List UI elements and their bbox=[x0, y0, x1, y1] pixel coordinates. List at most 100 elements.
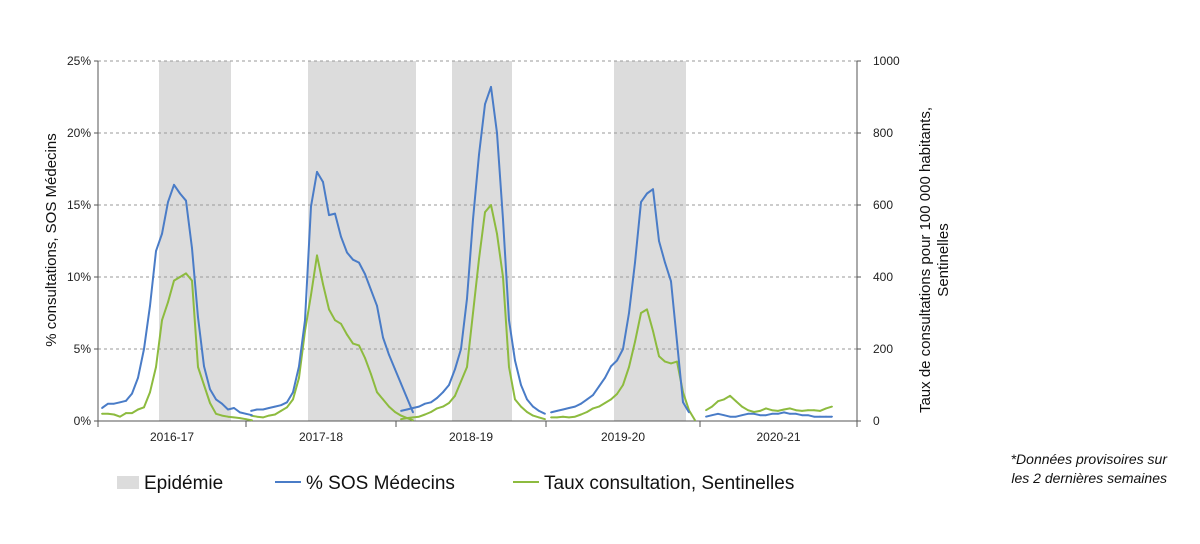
sos-point bbox=[520, 384, 522, 386]
sentinel-point bbox=[239, 417, 241, 420]
sos-point bbox=[167, 201, 169, 204]
sos-point bbox=[227, 408, 229, 411]
sentinel-point bbox=[233, 416, 235, 419]
sos-point bbox=[466, 297, 468, 300]
sentinel-point bbox=[424, 413, 426, 416]
sentinel-point bbox=[502, 276, 504, 278]
sos-point bbox=[179, 192, 181, 195]
sentinel-point bbox=[274, 413, 276, 416]
season-label-2017-18: 2017-18 bbox=[299, 430, 343, 444]
sos-point bbox=[245, 412, 247, 415]
sos-point bbox=[819, 415, 821, 418]
sentinel-point bbox=[646, 308, 648, 311]
sentinel-point bbox=[616, 393, 618, 395]
season-label-2019-20: 2019-20 bbox=[601, 430, 645, 444]
sentinel-point bbox=[173, 279, 175, 282]
sentinel-point bbox=[286, 406, 288, 409]
sentinel-point bbox=[568, 416, 570, 419]
sentinel-point bbox=[388, 405, 390, 408]
sos-point bbox=[394, 368, 396, 371]
sentinel-point bbox=[322, 283, 324, 286]
right-tick-label: 600 bbox=[873, 198, 893, 212]
sentinel-point bbox=[676, 360, 678, 363]
epidemic-band-2019-20 bbox=[614, 61, 686, 421]
sentinel-point bbox=[723, 398, 725, 401]
sos-point bbox=[472, 218, 474, 221]
sentinel-point bbox=[652, 330, 654, 332]
sentinel-point bbox=[203, 384, 205, 386]
sentinel-point bbox=[496, 232, 498, 235]
sentinel-point bbox=[298, 376, 300, 379]
sentinel-point bbox=[316, 254, 318, 257]
sentinel-point bbox=[538, 416, 540, 419]
season-label-2016-17: 2016-17 bbox=[150, 430, 194, 444]
sos-point bbox=[358, 261, 360, 264]
sentinel-point bbox=[490, 204, 492, 206]
sentinel-point bbox=[376, 391, 378, 394]
sos-point bbox=[382, 336, 384, 339]
sos-point bbox=[430, 401, 432, 404]
sentinel-point bbox=[310, 294, 312, 296]
sos-point bbox=[765, 414, 767, 417]
left-axis-title: % consultations, SOS Médecins bbox=[43, 133, 60, 346]
sos-point bbox=[496, 132, 498, 134]
epidemic-band-2016-17 bbox=[159, 61, 231, 421]
sos-point bbox=[233, 407, 235, 409]
sentinel-point bbox=[442, 405, 444, 408]
sentinel-point bbox=[622, 384, 624, 386]
sos-point bbox=[825, 415, 827, 418]
sentinel-point bbox=[143, 406, 145, 409]
sentinel-point bbox=[412, 416, 414, 419]
sentinel-point bbox=[825, 407, 827, 410]
sentinel-point bbox=[334, 319, 336, 322]
sos-point bbox=[640, 201, 642, 204]
sos-point bbox=[113, 402, 115, 405]
sentinel-point bbox=[819, 410, 821, 412]
sentinel-point bbox=[759, 410, 761, 412]
right-tick-label: 0 bbox=[873, 414, 880, 428]
sos-point bbox=[352, 258, 354, 261]
sos-point bbox=[107, 402, 109, 405]
sos-point bbox=[286, 401, 288, 404]
sos-point bbox=[460, 348, 462, 350]
sos-point bbox=[400, 410, 402, 412]
sos-point bbox=[831, 415, 833, 418]
sos-series bbox=[101, 85, 833, 418]
note-line-1: *Données provisoires sur bbox=[1010, 451, 1167, 467]
sentinel-point bbox=[472, 312, 474, 314]
sos-point bbox=[239, 411, 241, 414]
sentinel-point bbox=[436, 407, 438, 410]
sentinel-point bbox=[448, 402, 450, 404]
sentinel-point bbox=[484, 211, 486, 214]
sos-point bbox=[562, 408, 564, 411]
left-tick-label: 5% bbox=[74, 342, 92, 356]
sentinel-point bbox=[460, 380, 462, 383]
sentinel-point bbox=[598, 405, 600, 408]
right-axis-ticks: 0 200 400 600 800 1000 bbox=[857, 54, 900, 428]
legend: Epidémie % SOS Médecins Taux consultatio… bbox=[117, 473, 794, 494]
sentinel-point bbox=[191, 279, 193, 282]
sentinel-point bbox=[807, 409, 809, 412]
sos-point bbox=[406, 397, 408, 399]
sos-point bbox=[376, 304, 378, 307]
sos-line-2019-20 bbox=[550, 188, 690, 414]
sentinel-series bbox=[101, 204, 833, 422]
sentinel-point bbox=[640, 312, 642, 314]
season-labels: 2016-17 2017-18 2018-19 2019-20 2020-21 bbox=[150, 430, 801, 444]
sentinel-point bbox=[604, 402, 606, 404]
sentinel-point bbox=[256, 415, 258, 418]
sentinel-point bbox=[592, 407, 594, 410]
season-label-2020-21: 2020-21 bbox=[756, 430, 800, 444]
sentinel-point bbox=[430, 411, 432, 413]
sentinel-point bbox=[251, 419, 253, 422]
sos-point bbox=[508, 319, 510, 322]
sentinel-point bbox=[634, 340, 636, 343]
sos-point bbox=[310, 205, 312, 208]
sos-point bbox=[502, 218, 504, 221]
sentinel-point bbox=[113, 413, 115, 416]
sentinel-point bbox=[125, 412, 127, 414]
sos-point bbox=[664, 261, 666, 264]
sentinel-point bbox=[280, 410, 282, 412]
sentinel-point bbox=[526, 411, 528, 413]
